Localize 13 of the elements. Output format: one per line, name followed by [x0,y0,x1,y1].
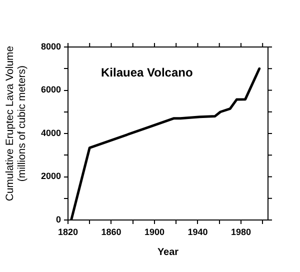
text: Kilauea Volcano [101,65,193,80]
x-tick-label: 1820 [58,226,78,237]
y-tick-label: 2000 [40,171,61,182]
x-tick-label: 1980 [230,226,251,237]
y-tick-label: 4000 [40,128,61,138]
x-tick-label: 1860 [101,226,122,237]
y-tick-label: 8000 [40,41,61,52]
y-tick-label: 0 [56,214,61,224]
y-tick-label: 6000 [40,84,61,95]
x-tick-label: 1940 [188,226,208,237]
y-axis-title: Cumulative Eruptec Lava Volume (millions of cubic meters) [4,46,28,202]
x-axis-title: Year [157,246,179,258]
x-tick-label: 1900 [144,226,164,237]
